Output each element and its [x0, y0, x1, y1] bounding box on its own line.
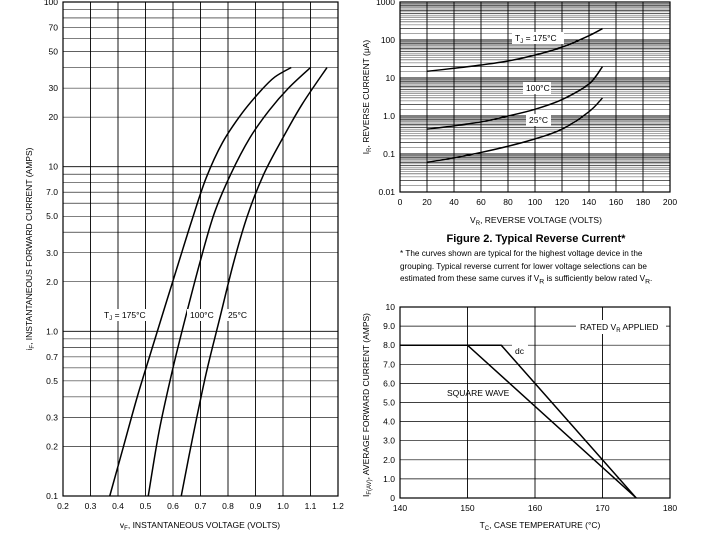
c1-x-tick-label: 1.1 — [305, 501, 317, 511]
c1-y-tick-label: 50 — [49, 47, 59, 57]
c2-x-tick-label: 20 — [422, 197, 432, 207]
c1-y-tick-label: 0.2 — [46, 441, 58, 451]
c1-y-tick-label: 0.3 — [46, 412, 58, 422]
reverse-current-chart: 1000 100 10 1.0 0.1 0.01 0 20 40 60 80 100 120 140 16… — [361, 0, 677, 245]
c2-25c-label: 25°C — [529, 115, 548, 125]
c3-x-axis-label: TC, CASE TEMPERATURE (°C) — [480, 520, 601, 532]
c2-tj-label: TJ = 175°C — [515, 33, 557, 45]
c2-x-tick-label: 80 — [503, 197, 513, 207]
c3-y-tick-label: 7.0 — [383, 359, 395, 369]
c1-x-tick-label: 0.5 — [140, 501, 152, 511]
c1-x-tick-label: 1.2 — [332, 501, 344, 511]
c1-y-tick-label: 2.0 — [46, 277, 58, 287]
c2-y-tick-label: 1000 — [376, 0, 395, 7]
c2-y-tick-label: 1.0 — [383, 111, 395, 121]
c1-series-100-c — [147, 66, 312, 497]
c3-y-tick-label: 3.0 — [383, 436, 395, 446]
c1-y-tick-label: 3.0 — [46, 248, 58, 258]
c1-series-25-c — [180, 67, 328, 497]
c1-y-tick-label: 70 — [49, 23, 59, 33]
c2-x-tick-label: 40 — [449, 197, 459, 207]
c1-x-tick-label: 0.9 — [250, 501, 262, 511]
c1-y-tick-label: 5.0 — [46, 211, 58, 221]
c3-y-tick-label: 6.0 — [383, 378, 395, 388]
c2-x-tick-label: 200 — [663, 197, 677, 207]
c1-y-tick-label: 0.1 — [46, 491, 58, 501]
c1-y-tick-label: 20 — [49, 112, 59, 122]
c1-x-axis-label: vF, INSTANTANEOUS VOLTAGE (VOLTS) — [120, 520, 280, 532]
c3-x-tick-label: 160 — [528, 503, 542, 513]
c2-x-tick-label: 180 — [636, 197, 650, 207]
c1-x-tick-label: 0.3 — [85, 501, 97, 511]
c3-y-axis-label: IF(AV), AVERAGE FORWARD CURRENT (AMPS) — [361, 313, 373, 497]
c1-x-tick-label: 0.6 — [167, 501, 179, 511]
figure-2-title: Figure 2. Typical Reverse Current* — [447, 233, 627, 245]
figure-2-footnote: * The curves shown are typical for the h… — [400, 248, 685, 289]
c1-y-tick-label: 7.0 — [46, 187, 58, 197]
c1-series-tj-175-c — [109, 66, 292, 497]
average-forward-current-chart: 10 9.0 8.0 7.0 6.0 5.0 4.0 3.0 2.0 1.0 0 140 150 160… — [361, 302, 677, 532]
c3-y-tick-label: 10 — [386, 302, 396, 312]
c1-y-tick-label: 1.0 — [46, 326, 58, 336]
c2-x-tick-label: 160 — [609, 197, 623, 207]
c3-dc-label: dc — [515, 346, 525, 356]
c3-series-square-wave — [400, 344, 637, 499]
c3-square-wave-label: SQUARE WAVE — [447, 388, 510, 398]
c1-25c-label: 25°C — [228, 310, 247, 320]
c3-y-tick-label: 0 — [390, 493, 395, 503]
c2-y-tick-label: 0.01 — [378, 187, 395, 197]
c1-x-tick-label: 1.0 — [277, 501, 289, 511]
forward-current-chart: 100 70 50 30 20 10 7.0 5.0 3.0 2.0 1.0 0.7 0.5 0.3 0.2… — [24, 0, 344, 532]
c1-x-tick-label: 0.7 — [195, 501, 207, 511]
c1-tj-label: TJ = 175°C — [104, 310, 146, 322]
c2-y-tick-label: 0.1 — [383, 149, 395, 159]
c2-y-axis-label: IR, REVERSE CURRENT (μA) — [361, 40, 373, 155]
c2-100c-label: 100°C — [526, 83, 550, 93]
c2-x-tick-label: 120 — [555, 197, 569, 207]
c1-y-tick-label: 30 — [49, 83, 59, 93]
c3-y-tick-label: 5.0 — [383, 398, 395, 408]
c2-x-tick-label: 100 — [528, 197, 542, 207]
c2-x-axis-label: VR, REVERSE VOLTAGE (VOLTS) — [470, 215, 602, 227]
c1-y-tick-label: 10 — [49, 162, 59, 172]
c1-y-tick-label: 100 — [44, 0, 58, 7]
c2-x-tick-label: 0 — [398, 197, 403, 207]
c3-y-tick-label: 1.0 — [383, 474, 395, 484]
c3-y-tick-label: 8.0 — [383, 340, 395, 350]
c3-x-tick-label: 140 — [393, 503, 407, 513]
c2-series-100-c — [426, 66, 604, 130]
footnote-line-2: grouping. Typical reverse current for lo… — [400, 261, 647, 271]
c1-x-tick-label: 0.8 — [222, 501, 234, 511]
c1-x-tick-label: 0.4 — [112, 501, 124, 511]
c3-x-tick-label: 150 — [460, 503, 474, 513]
c3-y-tick-label: 9.0 — [383, 321, 395, 331]
c1-y-tick-label: 0.5 — [46, 376, 58, 386]
c1-y-tick-label: 0.7 — [46, 352, 58, 362]
c1-x-tick-label: 0.2 — [57, 501, 69, 511]
footnote-line-1: * The curves shown are typical for the h… — [400, 249, 643, 258]
c2-x-tick-label: 60 — [476, 197, 486, 207]
c1-y-axis-label: iF, INSTANTANEOUS FORWARD CURRENT (AMPS) — [24, 147, 36, 350]
c2-x-tick-label: 140 — [582, 197, 596, 207]
c2-series-25-c — [426, 97, 604, 164]
c2-y-tick-label: 100 — [381, 35, 395, 45]
c3-x-tick-label: 170 — [595, 503, 609, 513]
footnote-line-3: estimated from these same curves if VR i… — [400, 274, 653, 286]
c3-y-tick-label: 4.0 — [383, 417, 395, 427]
c3-x-tick-label: 180 — [663, 503, 677, 513]
c3-rated-label: RATED VR APPLIED — [580, 322, 658, 334]
c2-y-tick-label: 10 — [386, 73, 396, 83]
c1-100c-label: 100°C — [190, 310, 214, 320]
c2-series-tj-175-c — [426, 27, 603, 73]
c3-y-tick-label: 2.0 — [383, 455, 395, 465]
